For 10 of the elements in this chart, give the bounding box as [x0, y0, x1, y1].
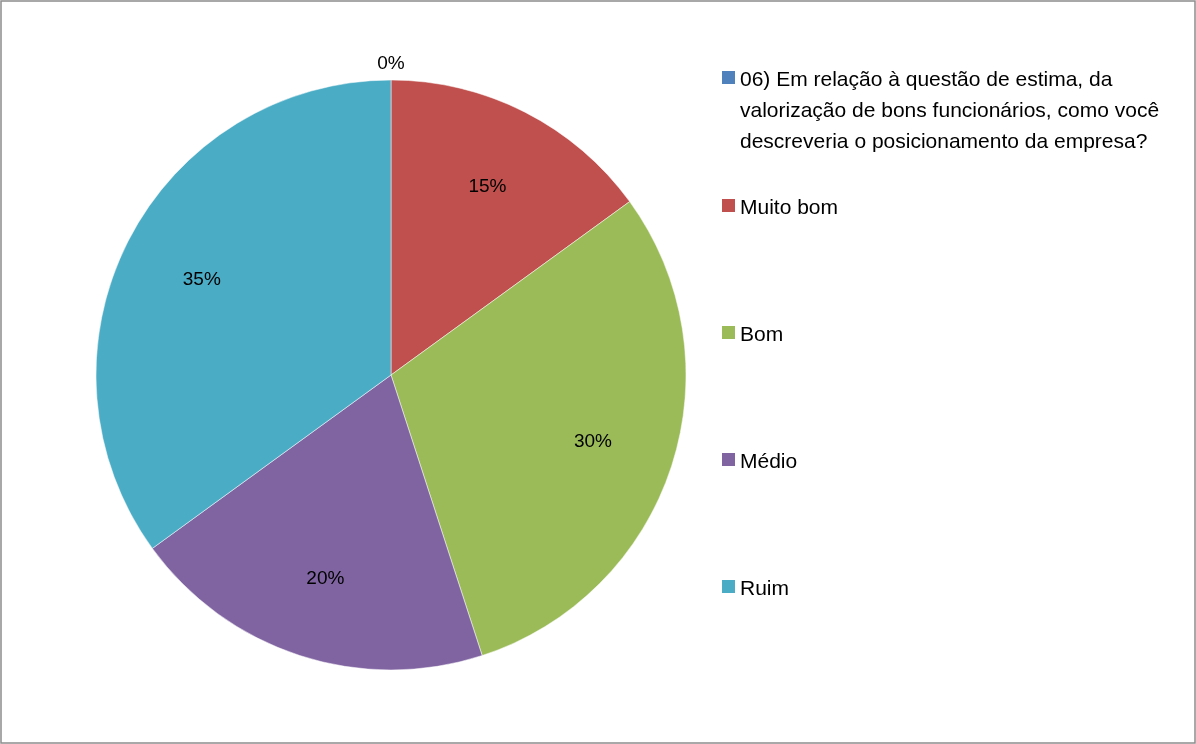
text: 0%: [377, 51, 405, 73]
legend-label: Bom: [740, 321, 784, 345]
legend-label: Médio: [740, 448, 798, 472]
data-label: 20%: [306, 566, 345, 588]
legend-label: Muito bom: [740, 194, 839, 218]
data-label: 35%: [182, 268, 221, 290]
legend-label: Ruim: [740, 575, 790, 599]
data-label: 30%: [573, 430, 613, 452]
legend-label: 06) Em relação à questão de estima, da valorização de bons funcionários, como você descreveria o posicionamento da empresa?: [740, 66, 1160, 152]
data-label: 15%: [468, 175, 507, 197]
